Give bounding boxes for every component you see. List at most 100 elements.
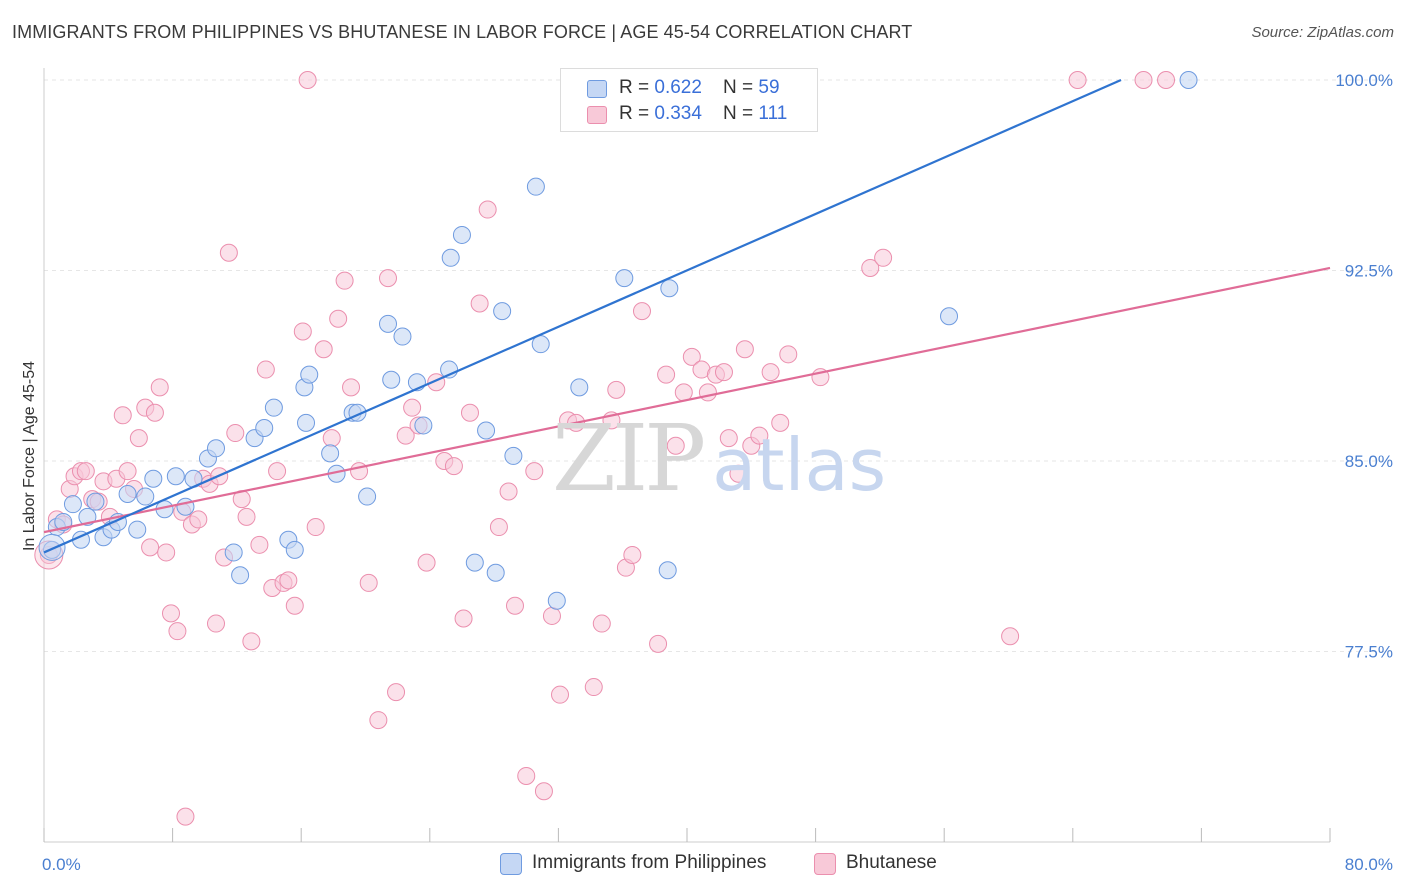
bhutanese-point [761,363,780,382]
bhutanese-point [735,340,754,359]
bhutanese-point [369,711,388,730]
philippines-point-large [38,533,66,561]
legend-philippines-label: Immigrants from Philippines [532,852,767,873]
philippines-point [547,591,566,610]
philippines-point [86,492,105,511]
bhutanese-point [592,614,611,633]
bhutanese-point [666,436,685,455]
bhutanese-point [322,429,341,448]
bhutanese-point [306,518,325,537]
bhutanese-point [150,378,169,397]
bhutanese-point [76,462,95,481]
bhutanese-point [161,604,180,623]
bhutanese-point [460,403,479,422]
bhutanese-point [1068,71,1087,89]
philippines-point [452,225,471,244]
bhutanese-point [729,464,748,483]
philippines-point [441,248,460,267]
chart-title: IMMIGRANTS FROM PHILIPPINES VS BHUTANESE… [12,22,913,42]
philippines-point [300,365,319,384]
bhutanese-point [293,322,312,341]
bhutanese-point [499,482,518,501]
x-axis-ticks [43,828,1331,842]
stats-legend: R = 0.622 N = 59 R = 0.334 N = 111 [560,68,818,132]
bhutanese-point [417,553,436,572]
bhutanese-point [478,200,497,219]
y-tick-label: 100.0% [1335,71,1393,90]
philippines-point [166,467,185,486]
philippines-point [504,446,523,465]
bhutanese-point [387,683,406,702]
legend-philippines-swatch [500,853,522,875]
bhutanese-point [207,614,226,633]
philippines-point [255,418,274,437]
x-tick-label-min: 0.0% [42,855,81,874]
source-credit: Source: ZipAtlas.com [1251,24,1394,41]
bhutanese-point [379,269,398,288]
bhutanese-point [682,347,701,366]
bhutanese-point [525,462,544,481]
y-axis-tick-labels: 77.5% 85.0% 92.5% 100.0% [1335,71,1393,662]
bhutanese-point [279,571,298,590]
philippines-point [78,507,97,526]
philippines-point [231,566,250,585]
philippines-point [144,469,163,488]
bhutanese-point [145,403,164,422]
philippines-point [264,398,283,417]
bhutanese-point [403,398,422,417]
bhutanese-swatch [587,106,607,124]
bhutanese-point [396,426,415,445]
bhutanese-point [607,380,626,399]
philippines-point [486,563,505,582]
philippines-point [297,413,316,432]
philippines-point [382,370,401,389]
bhutanese-point [470,294,489,313]
bhutanese-point [657,365,676,384]
legend-bhutanese-swatch [814,853,836,875]
y-tick-label: 92.5% [1345,262,1393,281]
bhutanese-point [141,538,160,557]
philippines-point [477,421,496,440]
bhutanese-point [189,510,208,529]
bhutanese-points [34,71,1176,826]
legend-bhutanese-label: Bhutanese [846,852,937,873]
trend-lines [43,78,1331,554]
philippines-trend-line [43,78,1122,554]
bhutanese-point [329,309,348,328]
bhutanese-point [129,429,148,448]
philippines-point [465,553,484,572]
bhutanese-point [314,340,333,359]
y-tick-label: 85.0% [1345,452,1393,471]
bhutanese-point [342,378,361,397]
philippines-point [570,378,589,397]
bhutanese-point [874,248,893,267]
bhutanese-point [157,543,176,562]
bhutanese-trend-line [43,266,1331,534]
bhutanese-point [1134,71,1153,89]
bhutanese-point [649,634,668,653]
philippines-point [128,520,147,539]
bhutanese-point [335,271,354,290]
bhutanese-point [551,685,570,704]
bhutanese-point [542,606,561,625]
bhutanese-point [489,518,508,537]
philippines-points [38,71,1198,610]
bhutanese-point [256,360,275,379]
philippines-point [526,177,545,196]
bhutanese-point [219,243,238,262]
bhutanese-point [113,406,132,425]
bhutanese-point [444,457,463,476]
bhutanese-point [534,782,553,801]
bhutanese-point [623,545,642,564]
philippines-point [393,327,412,346]
bhutanese-point [359,573,378,592]
philippines-swatch [587,80,607,98]
x-tick-label-max: 80.0% [1345,855,1393,874]
philippines-point [379,314,398,333]
bhutanese-point [505,596,524,615]
philippines-point [63,495,82,514]
bhutanese-point [268,462,287,481]
philippines-point [658,561,677,580]
philippines-point [414,416,433,435]
